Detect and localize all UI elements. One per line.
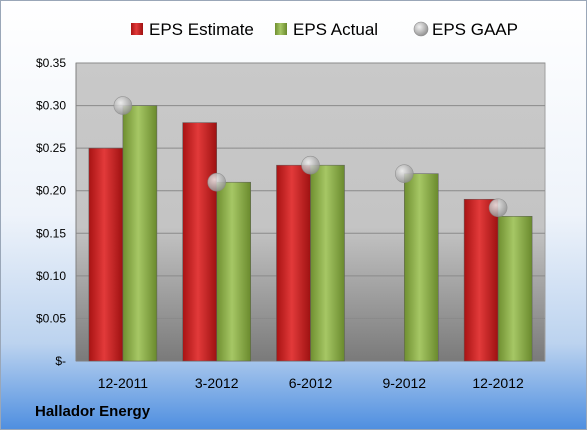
x-tick-label: 12-2012 bbox=[472, 375, 524, 391]
actual-bar bbox=[310, 164, 345, 362]
legend-label: EPS Actual bbox=[293, 20, 378, 39]
gaap-marker bbox=[394, 164, 414, 183]
actual-bar bbox=[497, 216, 533, 362]
y-tick-label: $0.05 bbox=[36, 311, 66, 325]
x-tick-label: 6-2012 bbox=[289, 375, 333, 391]
company-name: Hallador Energy bbox=[35, 403, 151, 420]
y-tick-label: $0.25 bbox=[36, 141, 66, 155]
legend-swatch bbox=[131, 23, 143, 35]
gaap-marker bbox=[488, 198, 508, 218]
y-tick-label: $0.10 bbox=[36, 269, 66, 283]
actual-bar bbox=[404, 173, 439, 362]
legend-swatch bbox=[413, 21, 429, 37]
y-tick-label: $0.15 bbox=[36, 226, 66, 240]
y-tick-label: $0.20 bbox=[36, 184, 66, 198]
gaap-marker bbox=[207, 172, 226, 192]
y-tick-label: $0.35 bbox=[36, 56, 66, 70]
gaap-marker bbox=[113, 96, 133, 115]
legend-swatch bbox=[275, 23, 287, 35]
actual-bar bbox=[122, 105, 158, 362]
gaap-marker bbox=[301, 155, 320, 175]
estimate-bar bbox=[88, 147, 124, 362]
x-tick-label: 12-2011 bbox=[98, 375, 149, 391]
estimate-bar bbox=[463, 198, 499, 362]
y-tick-label: $- bbox=[55, 354, 66, 368]
legend-label: EPS GAAP bbox=[432, 20, 518, 39]
x-tick-label: 3-2012 bbox=[195, 375, 239, 391]
estimate-bar bbox=[182, 122, 217, 362]
actual-bar bbox=[216, 181, 251, 362]
y-tick-label: $0.30 bbox=[36, 99, 66, 113]
estimate-bar bbox=[276, 164, 311, 362]
legend-label: EPS Estimate bbox=[149, 20, 254, 39]
x-tick-label: 9-2012 bbox=[383, 375, 427, 391]
